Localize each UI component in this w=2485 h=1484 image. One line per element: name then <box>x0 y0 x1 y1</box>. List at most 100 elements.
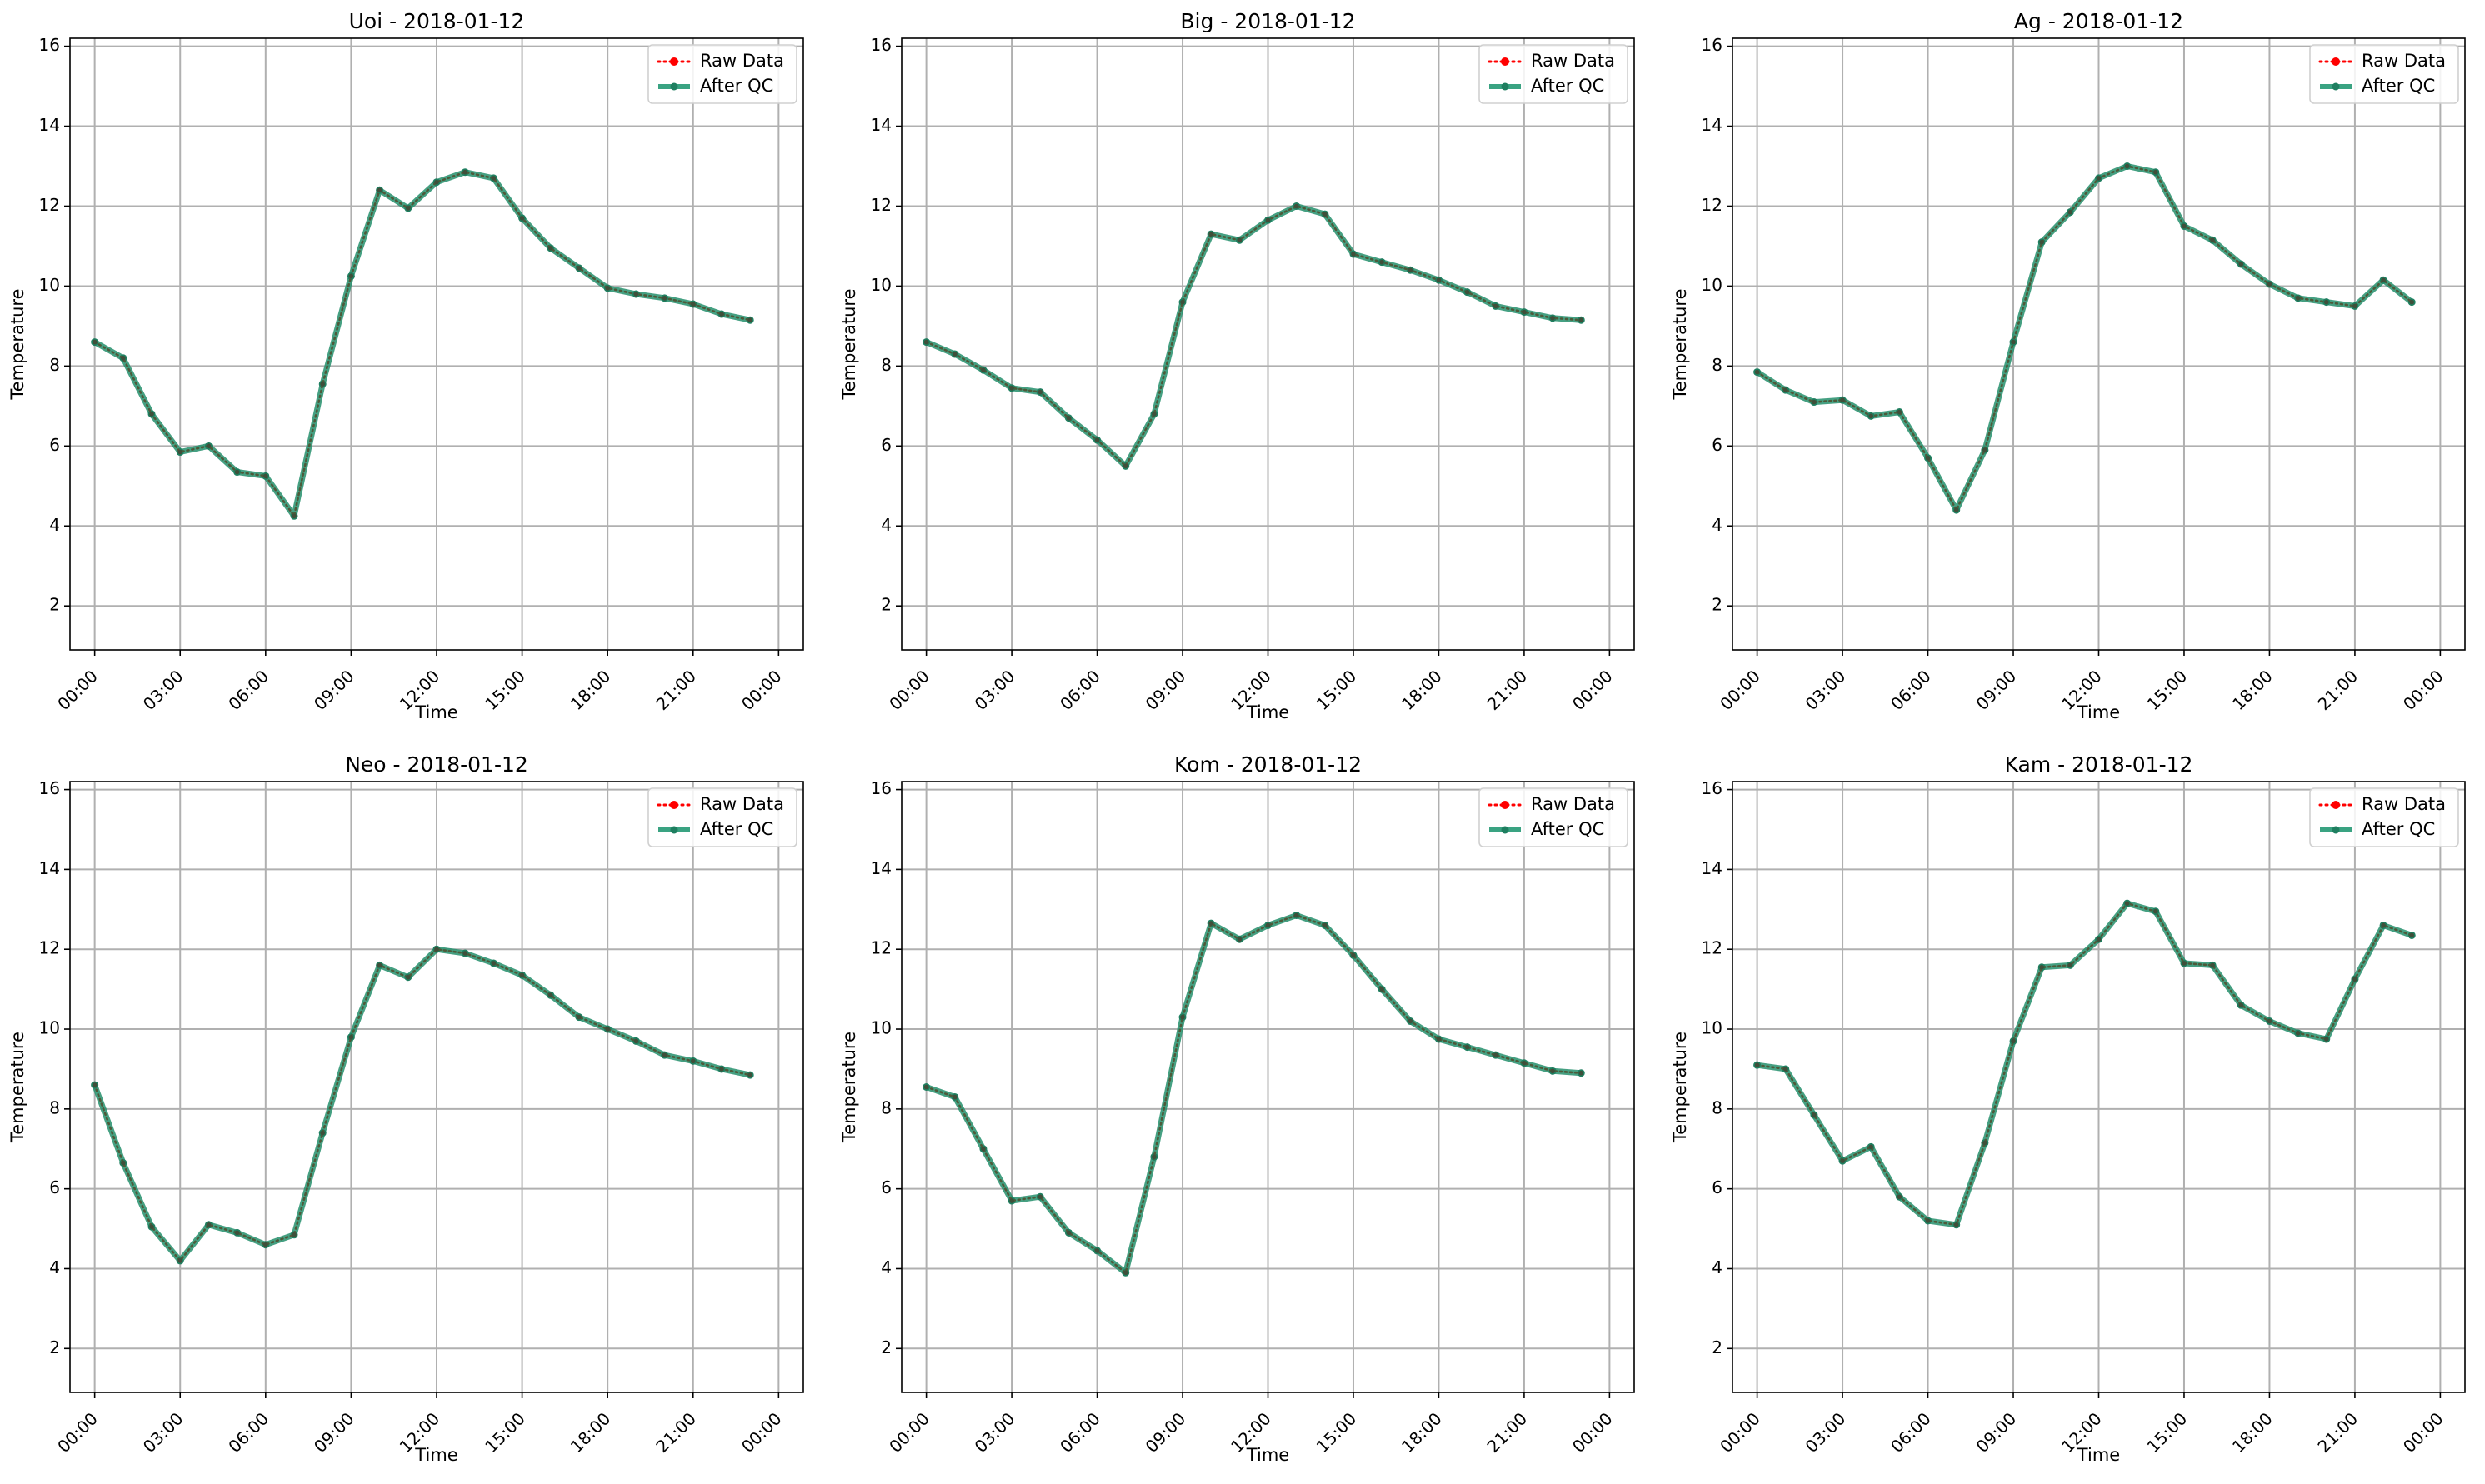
x-tick-label: 15:00 <box>1312 666 1361 714</box>
raw-data-point <box>1322 212 1328 217</box>
raw-data-point <box>2238 1002 2244 1008</box>
raw-data-point <box>1464 289 1470 295</box>
y-tick-label: 14 <box>39 115 60 135</box>
x-tick-label: 18:00 <box>567 666 615 714</box>
raw-data-point <box>1152 412 1157 417</box>
x-axis-label: Time <box>1246 1445 1289 1465</box>
plot-frame <box>1732 781 2466 1393</box>
chart-title: Kom - 2018-01-12 <box>1174 752 1362 777</box>
raw-data-point <box>121 355 126 361</box>
raw-data-point <box>2182 223 2187 229</box>
raw-data-point <box>2011 339 2016 345</box>
raw-data-point <box>1208 232 1213 237</box>
raw-data-point <box>548 992 553 998</box>
raw-data-point <box>1840 1158 1845 1163</box>
x-tick-label: 21:00 <box>1482 1408 1531 1457</box>
x-tick-label: 15:00 <box>481 1408 529 1457</box>
raw-data-point <box>519 972 525 978</box>
raw-data-point <box>1408 1018 1413 1024</box>
raw-data-point <box>1094 437 1100 442</box>
legend-after-qc-label: After QC <box>2362 819 2435 839</box>
legend-raw-data-marker <box>2332 801 2340 809</box>
raw-data-point <box>1550 1068 1555 1074</box>
raw-data-point <box>1492 303 1498 309</box>
y-tick-label: 12 <box>39 938 60 958</box>
x-tick-label: 21:00 <box>2313 1408 2362 1457</box>
raw-data-point <box>2153 908 2158 914</box>
raw-data-point <box>952 1094 958 1100</box>
y-tick-label: 8 <box>881 355 892 375</box>
raw-data-point <box>981 367 986 372</box>
raw-data-point <box>206 1222 212 1227</box>
raw-data-point <box>2352 977 2358 982</box>
raw-data-point <box>2182 961 2187 966</box>
raw-data-point <box>1754 369 1760 375</box>
y-axis-label: Temperature <box>8 288 28 400</box>
raw-data-point <box>149 412 154 417</box>
y-tick-label: 2 <box>881 595 892 615</box>
x-tick-label: 09:00 <box>310 666 358 714</box>
y-tick-label: 10 <box>39 1018 60 1038</box>
y-tick-label: 4 <box>1712 1257 1722 1277</box>
raw-data-point <box>1550 316 1555 321</box>
raw-data-point <box>690 302 696 307</box>
y-tick-label: 10 <box>871 275 892 295</box>
legend: Raw Data After QC <box>1478 787 1628 847</box>
raw-data-point <box>2381 922 2386 928</box>
legend: Raw Data After QC <box>2309 44 2459 104</box>
plot-frame <box>1732 37 2466 651</box>
raw-data-point <box>263 1242 268 1247</box>
raw-data-point <box>2068 209 2073 215</box>
x-tick-label: 00:00 <box>885 1408 933 1457</box>
raw-data-point <box>2323 1037 2329 1042</box>
x-tick-label: 00:00 <box>2399 666 2448 714</box>
raw-data-point <box>1265 217 1271 223</box>
raw-data-point <box>633 292 639 297</box>
raw-data-point <box>1953 507 1959 512</box>
raw-data-point <box>92 1082 98 1087</box>
y-tick-label: 14 <box>1702 115 1722 135</box>
x-tick-label: 09:00 <box>1972 666 2021 714</box>
y-axis-label: Temperature <box>839 1032 859 1143</box>
chart-title: Ag - 2018-01-12 <box>2014 9 2183 33</box>
y-tick-label: 8 <box>49 355 60 375</box>
raw-data-point <box>1265 922 1271 928</box>
raw-data-point <box>406 206 411 211</box>
raw-data-point <box>2238 262 2244 267</box>
y-tick-label: 10 <box>1702 1018 1722 1038</box>
raw-data-point <box>2295 296 2301 301</box>
raw-data-point <box>1782 387 1788 392</box>
raw-data-point <box>1094 1248 1100 1253</box>
y-tick-label: 12 <box>871 938 892 958</box>
after-qc-line <box>925 203 1582 469</box>
raw-data-point <box>1897 409 1902 415</box>
chart-title: Kam - 2018-01-12 <box>2005 752 2193 777</box>
raw-data-point <box>178 1258 183 1263</box>
raw-data-point <box>2068 962 2073 968</box>
x-axis-label: Time <box>2077 702 2120 722</box>
y-tick-label: 14 <box>1702 858 1722 878</box>
x-tick-label: 15:00 <box>2143 1408 2192 1457</box>
raw-data-point <box>548 246 553 251</box>
y-tick-label: 12 <box>1702 195 1722 215</box>
raw-data-point <box>577 1014 582 1020</box>
chart-title: Uoi - 2018-01-12 <box>349 9 525 33</box>
raw-data-point <box>2352 303 2358 309</box>
raw-data-point <box>981 1146 986 1152</box>
legend: Raw Data After QC <box>648 787 798 847</box>
x-tick-label: 18:00 <box>2228 1408 2277 1457</box>
x-tick-label: 00:00 <box>1568 1408 1617 1457</box>
x-tick-label: 03:00 <box>971 1408 1019 1457</box>
raw-data-point <box>2124 163 2130 169</box>
y-tick-label: 10 <box>1702 275 1722 295</box>
raw-data-point <box>1066 415 1072 421</box>
raw-data-point <box>2267 1018 2272 1024</box>
y-tick-label: 8 <box>881 1097 892 1117</box>
raw-data-point <box>234 1230 240 1236</box>
y-tick-label: 6 <box>881 435 892 455</box>
raw-data-point <box>719 312 724 317</box>
raw-data-point <box>1237 937 1242 942</box>
x-tick-label: 00:00 <box>1568 666 1617 714</box>
x-tick-label: 03:00 <box>971 666 1019 714</box>
